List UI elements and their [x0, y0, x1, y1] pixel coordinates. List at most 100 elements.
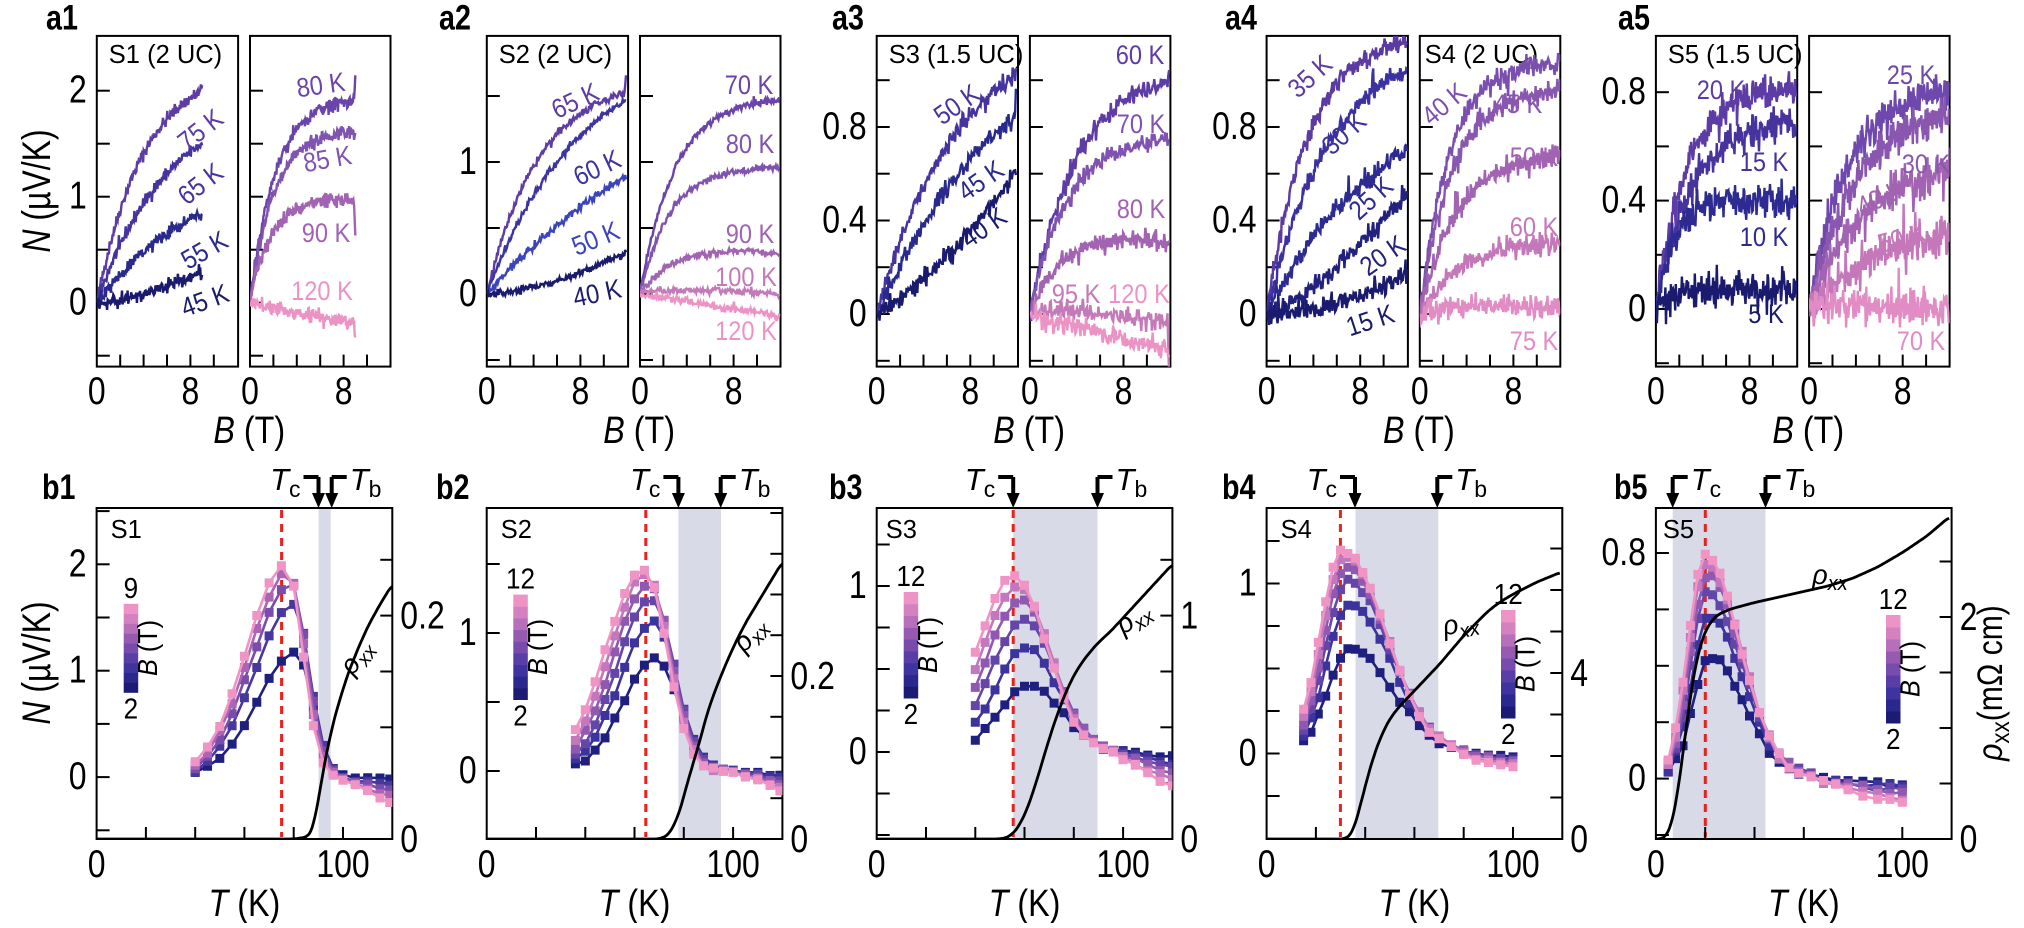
svg-text:Tc: Tc [1691, 462, 1721, 502]
svg-text:0: 0 [241, 369, 259, 413]
svg-text:S3 (1.5 UC): S3 (1.5 UC) [889, 41, 1024, 69]
svg-text:100: 100 [316, 842, 369, 886]
svg-text:2: 2 [69, 541, 87, 585]
svg-text:100: 100 [1486, 842, 1539, 886]
svg-text:N (µV/K): N (µV/K) [14, 129, 59, 252]
svg-text:0: 0 [1411, 369, 1429, 413]
svg-text:0: 0 [790, 817, 808, 861]
svg-text:8: 8 [335, 369, 353, 413]
svg-text:0.8: 0.8 [822, 104, 866, 148]
svg-text:0: 0 [1239, 291, 1257, 335]
svg-text:0.2: 0.2 [790, 654, 834, 698]
svg-text:100: 100 [1876, 842, 1929, 886]
svg-text:70 K: 70 K [1897, 327, 1946, 357]
svg-text:12: 12 [1494, 578, 1523, 611]
svg-text:30 K: 30 K [1902, 150, 1951, 180]
svg-text:0: 0 [1570, 817, 1588, 861]
svg-text:b4: b4 [1222, 467, 1256, 506]
svg-text:0: 0 [1258, 842, 1276, 886]
svg-text:T (K): T (K) [599, 883, 671, 923]
svg-text:0: 0 [849, 729, 867, 773]
svg-text:50 K: 50 K [1510, 143, 1559, 173]
svg-text:1: 1 [459, 610, 477, 654]
svg-text:2: 2 [1960, 595, 1978, 639]
svg-text:Tb: Tb [350, 462, 382, 502]
svg-text:B (T): B (T) [603, 410, 675, 452]
svg-text:B (T): B (T) [993, 410, 1065, 452]
svg-text:0: 0 [1628, 756, 1646, 800]
svg-text:15 K: 15 K [1740, 148, 1789, 178]
svg-text:B (T): B (T) [912, 617, 944, 673]
svg-text:Tc: Tc [630, 462, 660, 502]
svg-text:8: 8 [725, 369, 743, 413]
svg-text:T (K): T (K) [1379, 883, 1451, 923]
svg-text:N (µV/K): N (µV/K) [14, 601, 59, 724]
svg-text:Tc: Tc [270, 462, 300, 502]
svg-text:Tb: Tb [1116, 462, 1148, 502]
svg-text:45 K: 45 K [1494, 90, 1543, 120]
svg-text:0: 0 [459, 271, 477, 315]
svg-text:S1 (2 UC): S1 (2 UC) [109, 41, 222, 69]
svg-text:Tb: Tb [1784, 462, 1816, 502]
svg-text:0: 0 [1021, 369, 1039, 413]
svg-text:a1: a1 [46, 0, 78, 37]
svg-text:0.4: 0.4 [822, 198, 866, 242]
svg-text:0: 0 [1180, 817, 1198, 861]
svg-text:0: 0 [1239, 731, 1257, 775]
svg-text:0: 0 [1258, 369, 1276, 413]
svg-text:1: 1 [849, 563, 867, 607]
svg-text:0.8: 0.8 [1212, 104, 1256, 148]
svg-text:0: 0 [1647, 369, 1665, 413]
svg-text:S4: S4 [1281, 516, 1312, 544]
svg-text:T (K): T (K) [209, 883, 281, 923]
svg-text:95 K: 95 K [1052, 280, 1101, 310]
svg-text:b5: b5 [1614, 467, 1647, 506]
svg-text:8: 8 [1505, 369, 1523, 413]
svg-text:ρxx: ρxx [1439, 605, 1483, 647]
svg-text:T (K): T (K) [989, 883, 1061, 923]
svg-text:Tb: Tb [739, 462, 771, 502]
svg-text:10 K: 10 K [1740, 223, 1789, 253]
svg-text:120 K: 120 K [1108, 280, 1170, 310]
svg-text:0: 0 [1800, 369, 1818, 413]
svg-text:2: 2 [124, 692, 139, 725]
svg-text:100: 100 [706, 842, 759, 886]
svg-text:0: 0 [631, 369, 649, 413]
svg-text:B (T): B (T) [1894, 641, 1926, 697]
svg-text:80 K: 80 K [726, 130, 775, 160]
svg-text:b1: b1 [42, 467, 75, 506]
svg-text:8: 8 [1741, 369, 1759, 413]
svg-text:a4: a4 [1225, 0, 1257, 37]
svg-text:8: 8 [182, 369, 200, 413]
svg-text:0.4: 0.4 [1601, 178, 1645, 222]
svg-text:1: 1 [69, 174, 87, 218]
svg-text:0.2: 0.2 [400, 594, 444, 638]
svg-text:100 K: 100 K [715, 263, 777, 293]
svg-text:0: 0 [868, 842, 886, 886]
svg-text:B (T): B (T) [1509, 636, 1541, 692]
svg-text:ρxx(mΩ cm): ρxx(mΩ cm) [1970, 605, 2016, 762]
svg-text:B (T): B (T) [1772, 410, 1844, 452]
svg-text:S5: S5 [1663, 516, 1694, 544]
svg-text:120 K: 120 K [715, 317, 777, 347]
svg-text:90 K: 90 K [302, 219, 351, 249]
svg-text:B (T): B (T) [522, 619, 554, 675]
svg-text:Tc: Tc [965, 462, 995, 502]
svg-text:20 K: 20 K [1697, 76, 1746, 106]
svg-text:S3: S3 [886, 516, 917, 544]
svg-text:0: 0 [400, 817, 418, 861]
svg-text:0: 0 [478, 842, 496, 886]
svg-text:60 K: 60 K [1116, 41, 1165, 71]
svg-text:0: 0 [868, 369, 886, 413]
svg-text:75 K: 75 K [1510, 327, 1559, 357]
svg-text:0: 0 [69, 280, 87, 324]
svg-text:8: 8 [961, 369, 979, 413]
svg-text:S1: S1 [111, 516, 142, 544]
svg-text:1: 1 [1239, 561, 1257, 605]
svg-text:0: 0 [69, 754, 87, 798]
svg-text:70 K: 70 K [725, 71, 774, 101]
svg-text:Tc: Tc [1307, 462, 1337, 502]
svg-text:12: 12 [896, 560, 925, 593]
svg-text:a5: a5 [1618, 0, 1650, 37]
svg-text:2: 2 [1886, 723, 1901, 756]
